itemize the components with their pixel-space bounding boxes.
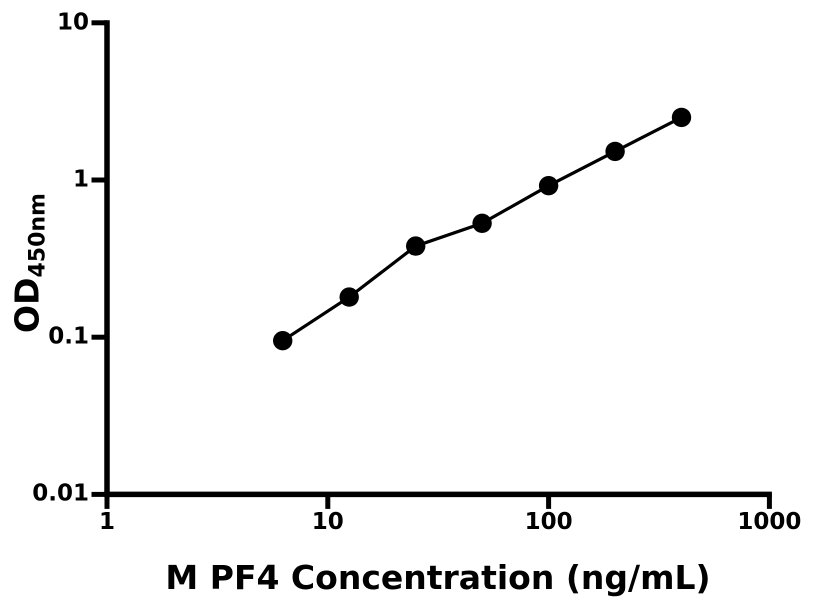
y-tick-label: 10	[56, 9, 89, 36]
y-tick-label: 1	[72, 166, 89, 193]
x-tick-label: 1000	[737, 509, 802, 535]
data-point-marker	[605, 141, 625, 162]
x-axis-label: M PF4 Concentration (ng/mL)	[165, 558, 711, 597]
y-axis-label-main: OD	[7, 277, 47, 333]
y-axis-label-subscript: 450nm	[25, 193, 51, 278]
data-point-marker	[406, 236, 426, 256]
y-tick-label: 0.01	[32, 480, 89, 507]
y-tick-label: 0.1	[48, 323, 89, 350]
data-point-marker	[273, 331, 293, 351]
y-axis-label: OD450nm	[8, 193, 59, 333]
data-point-marker	[671, 107, 692, 128]
x-tick-label: 100	[524, 509, 573, 535]
data-point-marker	[472, 213, 492, 233]
data-point-marker	[538, 176, 559, 196]
x-tick-label: 10	[311, 509, 344, 535]
x-tick-label: 1	[98, 509, 116, 535]
data-point-marker	[339, 287, 359, 307]
